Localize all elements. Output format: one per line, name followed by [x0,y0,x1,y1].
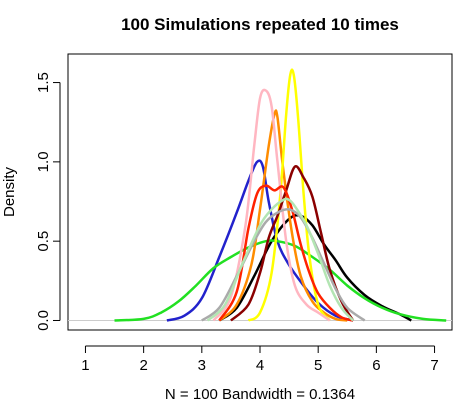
density-curve-3 [114,239,447,322]
plot-frame [67,53,453,331]
y-axis: 0.0 0.5 1.0 1.5 [35,72,61,331]
x-tick-label: 3 [198,357,206,374]
x-axis: 1 2 3 4 5 6 7 [81,345,439,374]
density-curve-5 [247,68,331,322]
y-tick-label: 0.0 [35,310,52,331]
x-tick-label: 1 [81,357,89,374]
y-axis-label: Density [1,166,18,217]
x-axis-label: N = 100 Bandwidth = 0.1364 [165,386,355,403]
x-tick-label: 7 [430,357,438,374]
x-tick-label: 4 [256,357,264,374]
density-curve-2 [166,159,354,322]
density-curve-1 [218,213,412,322]
y-tick-label: 0.5 [35,231,52,252]
x-tick-label: 5 [314,357,322,374]
x-tick-label: 2 [139,357,147,374]
y-tick-label: 1.5 [35,72,52,93]
chart-title: 100 Simulations repeated 10 times [121,15,399,34]
x-tick-label: 6 [372,357,380,374]
density-curve-10 [206,197,355,322]
y-tick-label: 1.0 [35,151,52,172]
density-curves [68,68,452,322]
density-curve-6 [212,88,331,322]
density-curve-7 [230,165,355,322]
density-curve-8 [218,184,354,322]
